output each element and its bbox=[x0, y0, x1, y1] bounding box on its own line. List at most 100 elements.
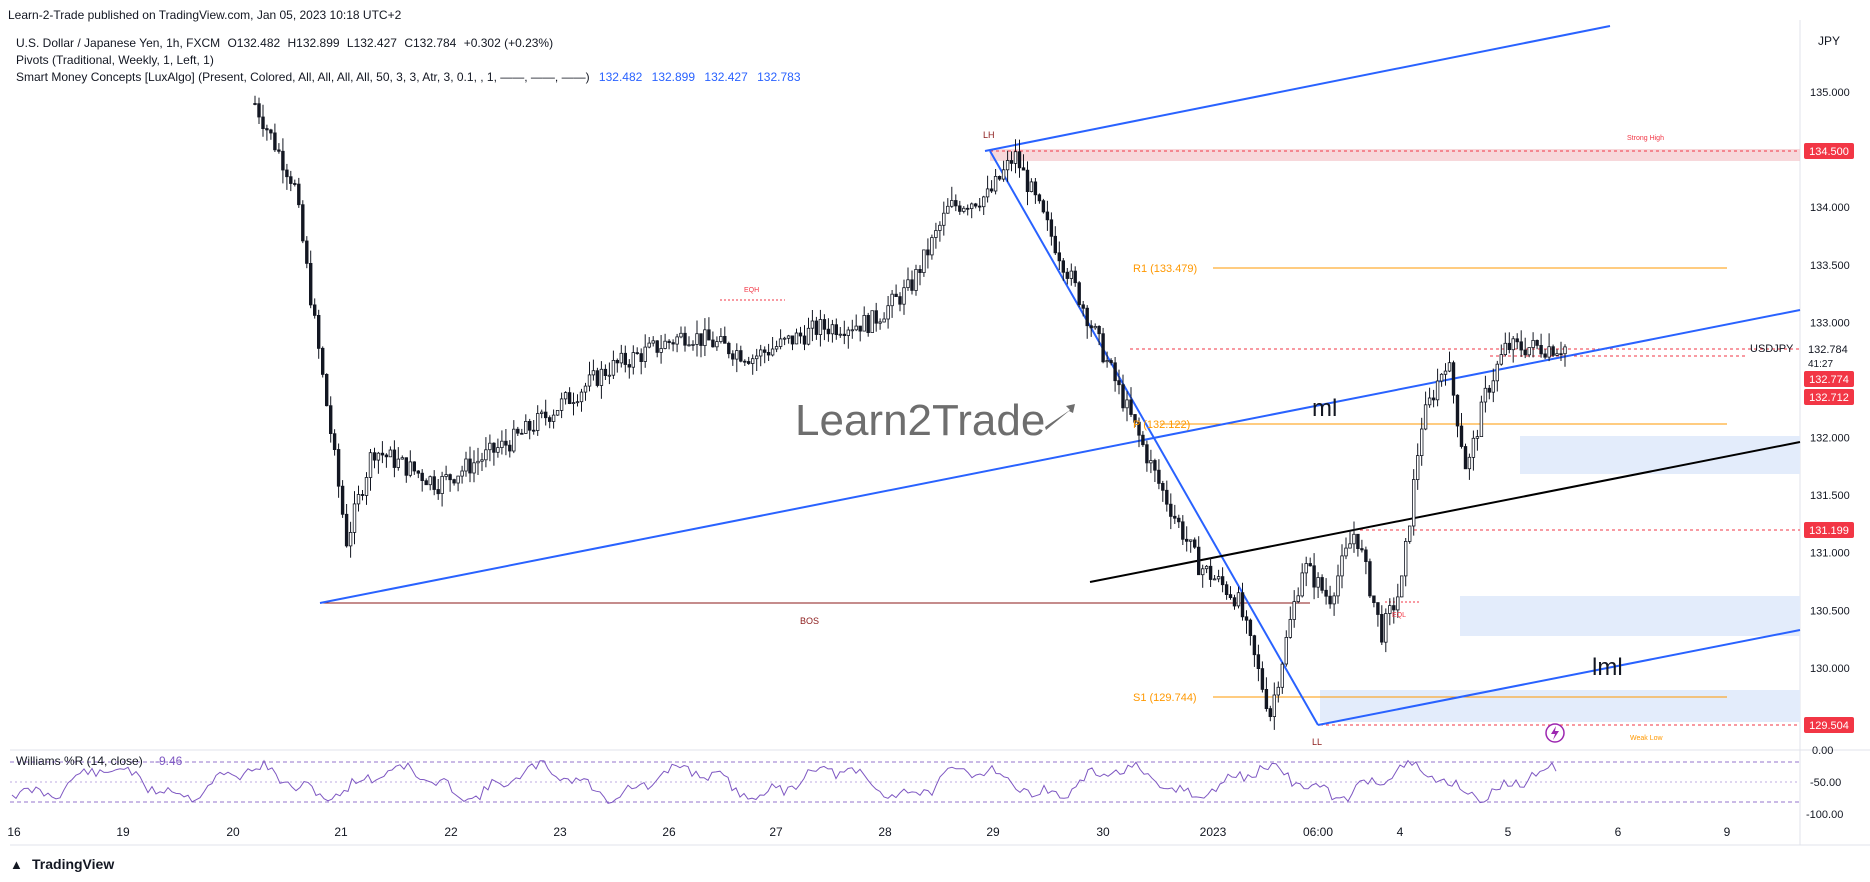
candle-body bbox=[1177, 517, 1181, 523]
black-trendline[interactable] bbox=[1089, 441, 1801, 583]
candle-body bbox=[1125, 399, 1129, 409]
candle-body bbox=[1065, 271, 1069, 279]
pivots-legend[interactable]: Pivots (Traditional, Weekly, 1, Left, 1) bbox=[16, 53, 214, 67]
candle-body bbox=[555, 409, 560, 416]
time-axis[interactable]: 16 19 20 21 22 23 26 27 28 29 30 2023 06:00 4 5 6 9 bbox=[7, 825, 1730, 839]
candle-body bbox=[1081, 304, 1085, 309]
candle-body bbox=[444, 474, 448, 477]
candle-body bbox=[428, 476, 432, 486]
candle-body bbox=[659, 348, 663, 353]
candle-body bbox=[1181, 521, 1185, 540]
candle-body bbox=[862, 314, 866, 332]
candle-body bbox=[368, 452, 373, 478]
tradingview-logo[interactable]: ▲ TradingView bbox=[10, 856, 114, 872]
smc-value-2: 132.427 bbox=[704, 70, 748, 84]
candle-body bbox=[1053, 235, 1057, 254]
lml-annotation: lml bbox=[1592, 654, 1623, 681]
candle-body bbox=[1161, 482, 1165, 491]
smc-legend[interactable]: Smart Money Concepts [LuxAlgo] (Present,… bbox=[16, 70, 801, 84]
price-tick-label: 135.000 bbox=[1810, 87, 1850, 99]
ohlc-close: C132.784 bbox=[404, 36, 457, 50]
candle-body bbox=[1101, 333, 1105, 363]
candle-body bbox=[595, 370, 600, 386]
candle-body bbox=[1193, 539, 1197, 548]
candle-body bbox=[1296, 595, 1300, 602]
candle-body bbox=[826, 328, 831, 335]
candle-body bbox=[253, 103, 257, 105]
candle-body bbox=[611, 359, 616, 376]
candle-body bbox=[910, 279, 914, 291]
candle-body bbox=[452, 479, 456, 484]
candle-body bbox=[1057, 252, 1061, 262]
candle-body bbox=[743, 360, 747, 363]
candle-body bbox=[540, 411, 544, 414]
candle-body bbox=[1228, 594, 1233, 598]
price-tick-label: 131.500 bbox=[1810, 490, 1850, 502]
candle-body bbox=[1141, 434, 1145, 446]
candle-body bbox=[392, 449, 397, 468]
candle-body bbox=[993, 175, 998, 192]
candle-body bbox=[1284, 637, 1288, 665]
lightning-icon[interactable] bbox=[1545, 723, 1565, 743]
candle-body bbox=[619, 352, 623, 364]
main-pane[interactable] bbox=[10, 25, 1800, 750]
candle-body bbox=[1077, 282, 1081, 306]
candle-body bbox=[603, 368, 608, 376]
symbol-legend[interactable]: U.S. Dollar / Japanese Yen, 1h, FXCM O13… bbox=[16, 36, 557, 50]
candle-body bbox=[719, 335, 723, 342]
bos-label: BOS bbox=[800, 616, 819, 626]
candle-body bbox=[516, 428, 520, 434]
candle-body bbox=[966, 207, 970, 210]
candle-body bbox=[372, 452, 377, 461]
candle-body bbox=[1049, 219, 1054, 237]
channel-upper-line[interactable] bbox=[984, 25, 1611, 152]
price-tick-label: 131.000 bbox=[1810, 548, 1850, 560]
smc-value-0: 132.482 bbox=[598, 70, 643, 84]
candle-body bbox=[1212, 578, 1217, 581]
candle-body bbox=[1133, 414, 1137, 423]
candle-body bbox=[1412, 479, 1416, 527]
candle-body bbox=[695, 333, 699, 345]
candle-body bbox=[1129, 399, 1133, 415]
candle-body bbox=[1276, 686, 1280, 696]
ll-label: LL bbox=[1312, 737, 1322, 747]
candle-body bbox=[615, 359, 619, 364]
candle-body bbox=[297, 183, 301, 206]
candle-body bbox=[846, 329, 850, 336]
candle-body bbox=[914, 268, 918, 291]
candle-body bbox=[810, 320, 815, 329]
candle-body bbox=[332, 433, 337, 451]
candle-body bbox=[1037, 194, 1042, 202]
candle-body bbox=[301, 204, 305, 242]
candle-body bbox=[472, 462, 476, 474]
candle-body bbox=[512, 428, 516, 452]
time-tick-label: 5 bbox=[1505, 825, 1512, 839]
candle-body bbox=[1097, 325, 1101, 335]
candle-body bbox=[348, 532, 353, 547]
candle-body bbox=[683, 332, 687, 346]
candle-body bbox=[898, 296, 902, 305]
candle-body bbox=[782, 337, 787, 340]
swing-line[interactable] bbox=[989, 150, 1319, 726]
candle-body bbox=[1467, 456, 1472, 470]
candle-body bbox=[1025, 169, 1030, 192]
channel-median-line[interactable] bbox=[319, 309, 1801, 604]
price-label-strong-high: 134.500 bbox=[1804, 143, 1854, 159]
time-tick-label: 9 bbox=[1724, 825, 1731, 839]
candle-body bbox=[1559, 353, 1563, 356]
candle-body bbox=[727, 342, 731, 355]
candle-body bbox=[1093, 325, 1097, 329]
candle-body bbox=[1551, 346, 1555, 356]
candle-body bbox=[755, 355, 759, 360]
candle-body bbox=[1288, 619, 1292, 638]
time-tick-label: 30 bbox=[1096, 825, 1110, 839]
candle-body bbox=[1563, 346, 1567, 355]
symbol-name: U.S. Dollar / Japanese Yen, 1h, FXCM bbox=[16, 36, 221, 50]
channel-lower-line[interactable] bbox=[1317, 629, 1801, 726]
svg-text:131.199: 131.199 bbox=[1809, 525, 1849, 537]
candle-body bbox=[1352, 533, 1356, 545]
candle-body bbox=[583, 385, 588, 393]
candle-body bbox=[305, 240, 309, 264]
candle-body bbox=[1260, 668, 1265, 690]
